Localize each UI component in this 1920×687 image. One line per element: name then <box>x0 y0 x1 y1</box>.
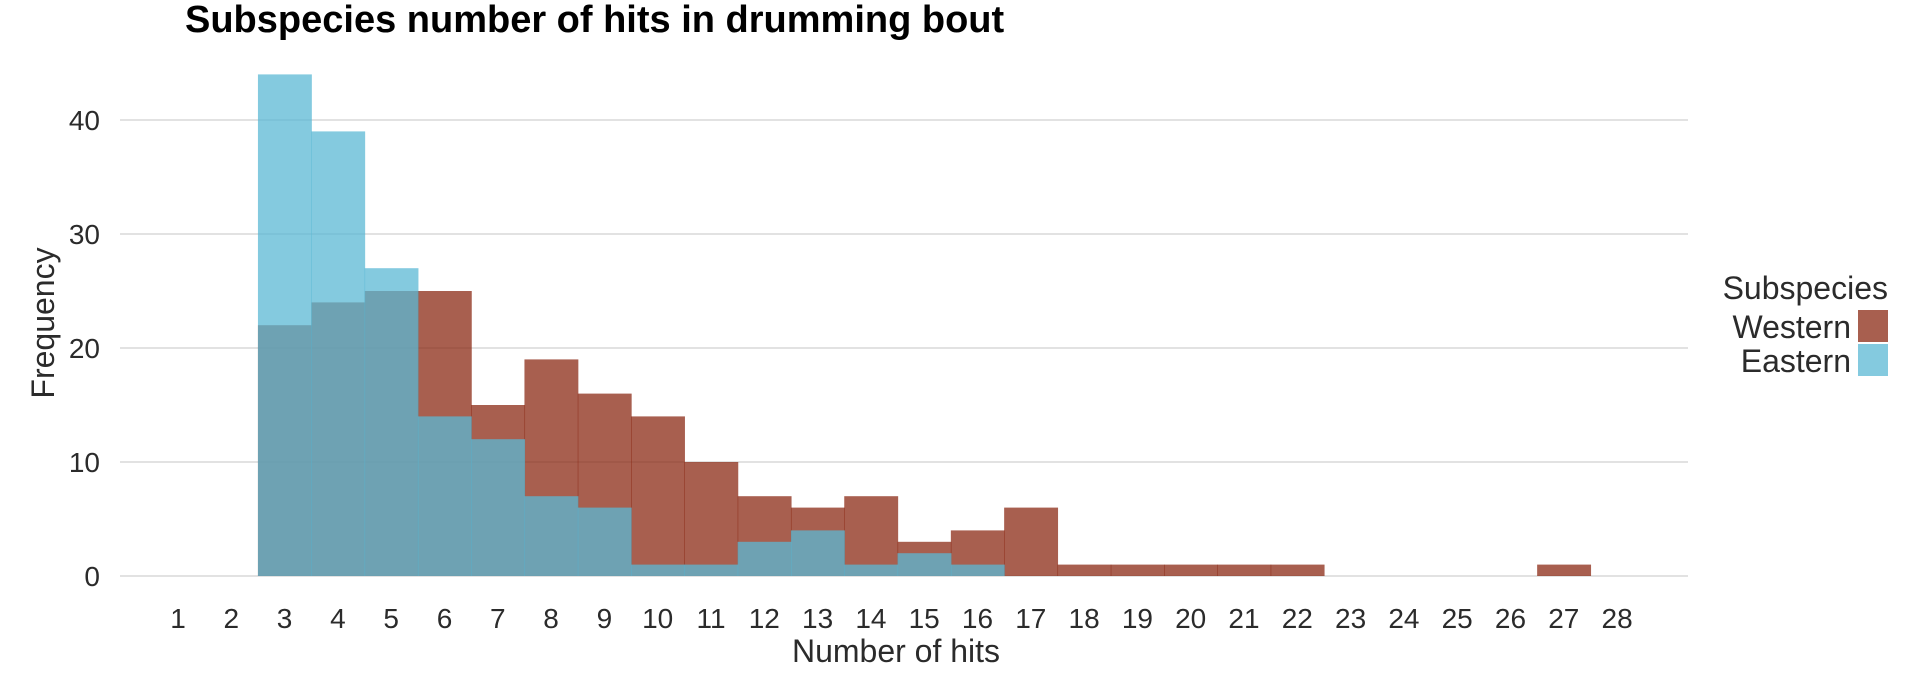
bar-western-22 <box>1270 564 1325 576</box>
x-tick-label: 19 <box>1122 603 1153 634</box>
y-tick-label: 10 <box>69 447 100 478</box>
x-tick-label: 10 <box>642 603 673 634</box>
bar-western-14 <box>844 496 899 576</box>
bar-eastern-5 <box>364 268 419 576</box>
bar-eastern-11 <box>684 564 739 576</box>
y-tick-label: 20 <box>69 333 100 364</box>
x-tick-label: 11 <box>696 603 725 634</box>
legend-title: Subspecies <box>1723 270 1888 306</box>
bar-western-20 <box>1164 564 1218 576</box>
x-tick-label: 9 <box>597 603 613 634</box>
x-tick-label: 8 <box>543 603 559 634</box>
x-tick-label: 5 <box>383 603 399 634</box>
bar-eastern-4 <box>311 131 366 576</box>
bar-western-21 <box>1217 564 1272 576</box>
bar-western-10 <box>631 416 685 576</box>
y-tick-label: 40 <box>69 105 100 136</box>
x-tick-label: 26 <box>1495 603 1526 634</box>
x-tick-label: 17 <box>1015 603 1046 634</box>
x-tick-label: 4 <box>330 603 346 634</box>
x-tick-label: 25 <box>1442 603 1473 634</box>
bar-eastern-12 <box>737 541 792 576</box>
bar-western-17 <box>1004 507 1059 576</box>
y-tick-label: 30 <box>69 219 100 250</box>
x-tick-label: 1 <box>170 603 186 634</box>
x-tick-label: 3 <box>277 603 293 634</box>
legend-swatch-eastern <box>1858 344 1888 376</box>
x-tick-label: 15 <box>909 603 940 634</box>
chart-title: Subspecies number of hits in drumming bo… <box>185 0 1004 41</box>
x-tick-label: 2 <box>224 603 240 634</box>
legend-label-western: Western <box>1732 309 1851 345</box>
bar-western-27 <box>1537 564 1592 576</box>
x-tick-label: 20 <box>1175 603 1206 634</box>
bar-eastern-10 <box>631 564 685 576</box>
x-tick-label: 22 <box>1282 603 1313 634</box>
bar-eastern-14 <box>844 564 899 576</box>
x-tick-label: 6 <box>437 603 453 634</box>
bar-eastern-13 <box>790 530 845 576</box>
legend-swatch-western <box>1858 310 1888 342</box>
y-tick-label: 0 <box>84 561 100 592</box>
x-tick-label: 16 <box>962 603 993 634</box>
bar-eastern-15 <box>897 553 952 576</box>
x-tick-label: 14 <box>855 603 886 634</box>
x-axis-ticks: 1 2 3 4 5 6 7 8 9 10 11 12 13 14 15 16 17 18 19 20 21 22 23 24 2… <box>170 603 1632 634</box>
y-axis-title: Frequency <box>25 247 61 398</box>
y-axis-ticks: 0 10 20 30 40 <box>69 105 100 592</box>
x-tick-label: 7 <box>490 603 506 634</box>
bar-western-11 <box>684 462 739 576</box>
bar-eastern-9 <box>577 507 632 576</box>
x-tick-label: 13 <box>802 603 833 634</box>
bar-western-19 <box>1110 564 1165 576</box>
bars <box>257 74 1592 577</box>
x-axis-title: Number of hits <box>792 633 1000 669</box>
x-tick-label: 21 <box>1228 603 1259 634</box>
x-tick-label: 28 <box>1602 603 1633 634</box>
x-tick-label: 24 <box>1388 603 1419 634</box>
legend-label-eastern: Eastern <box>1741 343 1851 379</box>
x-tick-label: 23 <box>1335 603 1366 634</box>
bar-western-18 <box>1057 564 1112 576</box>
bar-eastern-3 <box>257 74 312 577</box>
x-tick-label: 12 <box>749 603 780 634</box>
bar-eastern-16 <box>950 564 1005 576</box>
bar-eastern-8 <box>524 496 579 576</box>
bar-eastern-6 <box>417 416 472 576</box>
x-tick-label: 27 <box>1548 603 1579 634</box>
x-tick-label: 18 <box>1069 603 1100 634</box>
bar-eastern-7 <box>471 439 526 576</box>
